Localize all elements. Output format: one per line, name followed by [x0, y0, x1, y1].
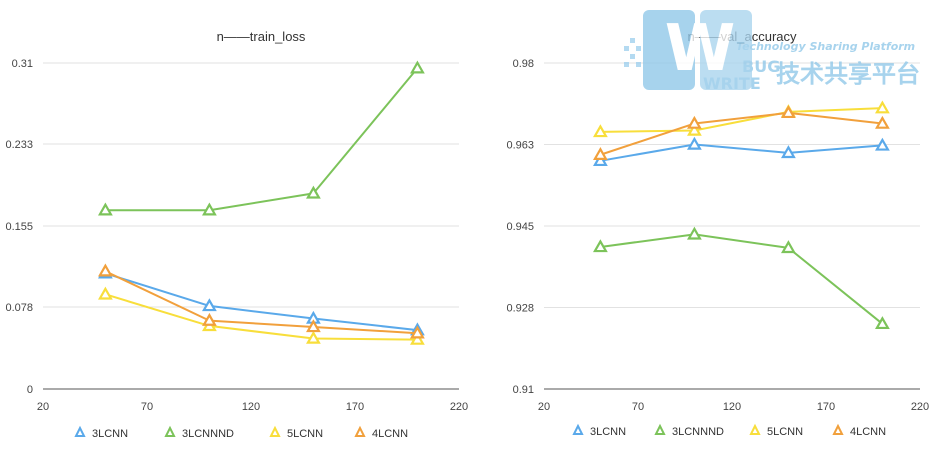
legend-marker	[74, 425, 86, 437]
legend-item-4lcnn: 4LCNN	[832, 423, 886, 438]
watermark-pixel-dots	[624, 38, 641, 67]
watermark-word-bug: BUG	[742, 57, 780, 76]
data-point-5lcnn	[98, 286, 113, 300]
series-3lcnnnd	[98, 60, 425, 216]
data-point-3lcnnnd	[98, 202, 113, 216]
x-tick-label: 170	[817, 401, 835, 413]
legend-item-3lcnn: 3LCNN	[74, 425, 128, 440]
x-tick-label: 20	[37, 401, 49, 413]
x-tick-label: 170	[346, 401, 364, 413]
data-point-5lcnn	[687, 122, 702, 136]
legend-label: 4LCNN	[850, 426, 886, 438]
y-tick-label: 0.078	[5, 302, 33, 314]
watermark-word-write: WRITE	[703, 74, 761, 93]
watermark-logo-block-left	[643, 10, 695, 90]
series-5lcnn	[98, 286, 425, 345]
x-tick-label: 20	[538, 401, 550, 413]
watermark-logo-block-right	[700, 10, 752, 90]
legend-label: 5LCNN	[767, 426, 803, 438]
y-tick-label: 0.31	[12, 58, 33, 70]
series-line-4lcnn	[104, 270, 418, 335]
legend-marker	[832, 423, 844, 435]
x-tick-label: 220	[450, 401, 468, 413]
y-tick-label: 0.928	[506, 303, 534, 315]
data-point-5lcnn	[875, 100, 890, 114]
data-point-3lcnn	[875, 137, 890, 151]
watermark-logo: W Technology Sharing Platform BUG WRITE …	[624, 10, 920, 93]
data-point-5lcnn	[306, 330, 321, 344]
data-point-4lcnn	[687, 115, 702, 129]
y-tick-label: 0.91	[513, 384, 534, 396]
legend-item-5lcnn: 5LCNN	[269, 425, 323, 440]
data-point-4lcnn	[781, 105, 796, 119]
data-point-4lcnn	[593, 147, 608, 160]
series-3lcnnnd	[593, 226, 890, 330]
y-tick-label: 0.945	[506, 221, 534, 233]
legend-label: 3LCNNND	[182, 428, 234, 440]
series-line-3lcnnnd	[600, 233, 884, 325]
legend-item-3lcnnnd: 3LCNNND	[654, 423, 724, 438]
data-point-3lcnn	[781, 145, 796, 159]
legend-label: 3LCNNND	[672, 426, 724, 438]
data-point-4lcnn	[875, 115, 890, 129]
series-4lcnn	[593, 105, 890, 160]
data-point-4lcnn	[98, 263, 113, 277]
chart-legend: 3LCNN 3LCNNND 5LCNN 4LCNN	[74, 425, 408, 440]
y-tick-label: 0.98	[513, 58, 534, 70]
series-line-3lcnn	[600, 143, 883, 162]
y-tick-label: 0.155	[5, 221, 33, 233]
series-line-3lcnnnd	[105, 67, 419, 212]
chart-legend: 3LCNN 3LCNNND 5LCNN 4LCNN	[572, 423, 886, 438]
legend-item-5lcnn: 5LCNN	[749, 423, 803, 438]
series-3lcnn	[593, 136, 890, 167]
legend-label: 5LCNN	[287, 428, 323, 440]
data-point-3lcnnnd	[306, 185, 321, 199]
legend-marker	[654, 423, 666, 435]
legend-marker	[164, 425, 176, 437]
x-tick-label: 120	[242, 401, 260, 413]
legend-marker	[749, 423, 761, 435]
y-tick-label: 0.233	[5, 139, 33, 151]
series-line-3lcnn	[105, 272, 418, 332]
legend-item-4lcnn: 4LCNN	[354, 425, 408, 440]
y-tick-label: 0	[27, 384, 33, 396]
legend-marker	[354, 425, 366, 437]
data-point-3lcnnnd	[781, 240, 796, 254]
data-point-3lcnn	[202, 298, 217, 312]
data-point-3lcnn	[593, 153, 608, 167]
data-point-5lcnn	[410, 331, 425, 345]
watermark-logo-mark: W	[665, 12, 736, 86]
legend-marker	[572, 423, 584, 435]
data-point-3lcnnnd	[687, 226, 702, 240]
data-point-3lcnnnd	[875, 316, 890, 330]
data-point-3lcnnnd	[410, 60, 425, 74]
series-line-5lcnn	[600, 107, 883, 133]
x-tick-label: 70	[632, 401, 644, 413]
data-point-3lcnnnd	[593, 239, 608, 253]
watermark-tagline: Technology Sharing Platform	[736, 40, 915, 53]
watermark-chinese: 技术共享平台	[776, 60, 920, 88]
legend-label: 3LCNN	[590, 426, 626, 438]
legend-marker	[269, 425, 281, 437]
legend-item-3lcnnnd: 3LCNNND	[164, 425, 234, 440]
x-tick-label: 70	[141, 401, 153, 413]
chart-title: n——train_loss	[217, 29, 306, 44]
x-tick-label: 120	[723, 401, 741, 413]
series-4lcnn	[98, 263, 425, 339]
data-point-3lcnnnd	[202, 202, 217, 216]
data-point-3lcnn	[687, 136, 702, 150]
legend-label: 3LCNN	[92, 428, 128, 440]
data-point-5lcnn	[593, 124, 608, 138]
data-point-4lcnn	[306, 319, 321, 333]
x-tick-label: 220	[911, 401, 929, 413]
series-line-5lcnn	[105, 293, 418, 341]
series-line-4lcnn	[600, 111, 883, 156]
chart-train-loss: n——train_loss 0 0.078 0.155 0.233 0.31 20 70 120…	[5, 29, 468, 440]
data-point-4lcnn	[202, 312, 217, 326]
y-tick-label: 0.963	[506, 140, 534, 152]
legend-item-3lcnn: 3LCNN	[572, 423, 626, 438]
data-point-4lcnn	[410, 325, 425, 339]
legend-label: 4LCNN	[372, 428, 408, 440]
